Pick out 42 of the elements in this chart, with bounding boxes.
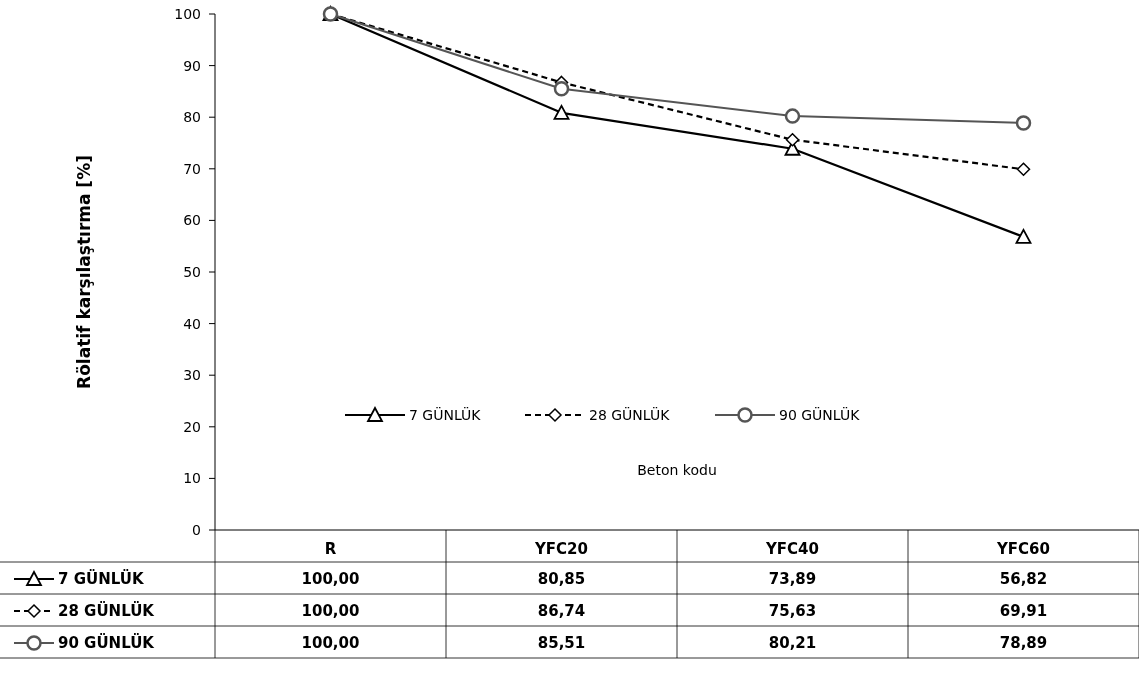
point (1015, 228, 1032, 244)
y-tick-label: 60 (183, 212, 201, 229)
y-tick-label: 40 (183, 315, 201, 332)
legend-label: 28 GÜNLÜK (589, 405, 671, 423)
x-tick-label: YFC20 (534, 540, 588, 559)
x-axis-title: Beton kodu (637, 462, 717, 478)
data-label: 75,63 (768, 602, 817, 621)
y-tick-label: 0 (192, 521, 201, 538)
y-tick-label: 30 (183, 367, 201, 384)
y-tick-label: 10 (183, 470, 201, 487)
y-tick-label: 100 (174, 5, 201, 22)
point (553, 104, 570, 120)
point (785, 133, 800, 147)
data-label: 80,21 (768, 634, 817, 653)
data-label: 73,89 (768, 570, 817, 589)
point (1016, 162, 1031, 177)
data-label: 100,00 (301, 570, 360, 589)
data-label: 85,51 (537, 634, 586, 653)
text: 7 GÜNLÜK (58, 570, 144, 589)
point (553, 81, 570, 97)
data-label: 78,89 (999, 634, 1048, 653)
legend-label: 7 GÜNLÜK (409, 405, 482, 423)
text: 28 GÜNLÜK (58, 602, 154, 621)
y-tick-label: 20 (183, 418, 201, 435)
data-label: 100,00 (301, 634, 360, 653)
data-label: 80,85 (537, 570, 586, 589)
x-tick-label: YFC40 (765, 540, 819, 559)
y-tick-label: 50 (183, 263, 201, 280)
data-label: 56,82 (999, 570, 1048, 589)
text: 90 GÜNLÜK (58, 634, 154, 653)
x-tick-label: R (324, 540, 337, 559)
point (784, 108, 801, 124)
data-label: 86,74 (537, 602, 586, 621)
x-tick-label: YFC60 (996, 540, 1050, 559)
data-label: 100,00 (301, 602, 360, 621)
y-tick-label: 70 (183, 160, 201, 177)
data-label: 69,91 (999, 602, 1048, 621)
legend-label: 90 GÜNLÜK (779, 405, 861, 423)
y-tick-label: 80 (183, 109, 201, 126)
y-axis-title: Rölatif karşılaştırma [%] (74, 155, 94, 389)
y-tick-label: 90 (183, 57, 201, 74)
point (1015, 115, 1032, 131)
